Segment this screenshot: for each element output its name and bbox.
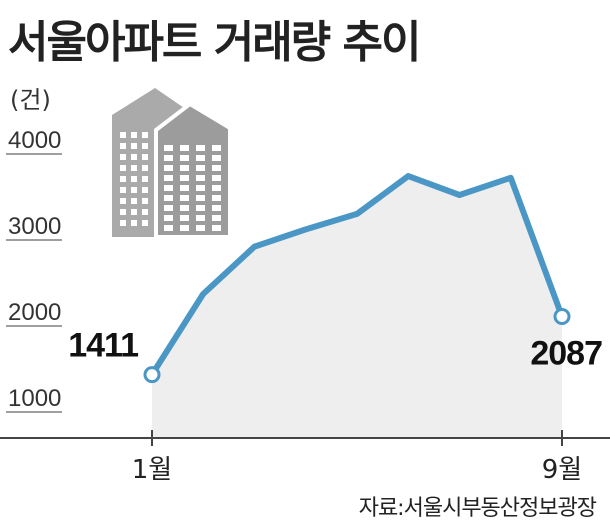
y-tick-label: 1000 — [8, 385, 61, 412]
x-tick-label: 1월 — [132, 455, 172, 485]
y-tick-label: 2000 — [8, 299, 61, 326]
data-label-last: 2087 — [530, 335, 602, 373]
data-label-first: 1411 — [68, 327, 138, 365]
source-note: 자료:서울시부동산정보광장 — [358, 496, 597, 521]
y-axis-unit: (건) — [10, 86, 51, 114]
data-point — [143, 366, 161, 384]
area-fill — [152, 176, 562, 438]
x-tick-label: 9월 — [542, 455, 582, 485]
y-tick-label: 3000 — [8, 213, 61, 240]
chart-title: 서울아파트 거래량 추이 — [8, 17, 421, 68]
data-point — [553, 308, 571, 326]
y-tick-label: 4000 — [8, 127, 61, 154]
series-line — [149, 173, 565, 378]
apartment-buildings-icon — [112, 88, 232, 239]
